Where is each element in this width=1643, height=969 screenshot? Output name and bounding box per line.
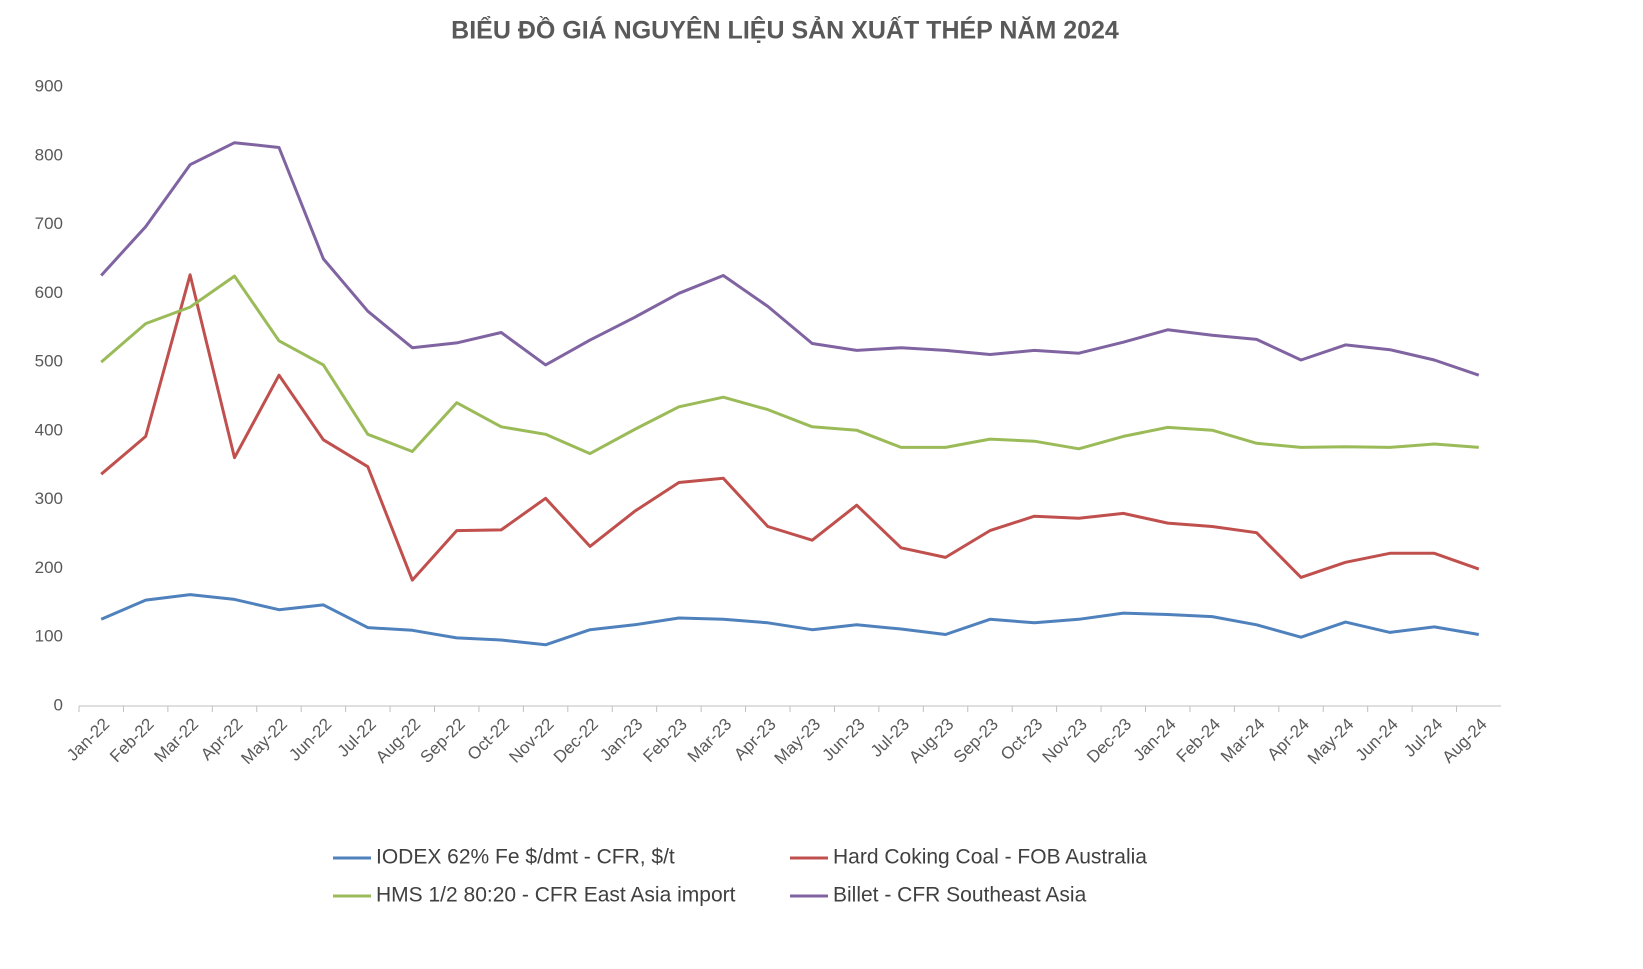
x-tick-label: Aug-23: [905, 715, 957, 767]
series-line: [100, 593, 1480, 647]
series-line: [100, 141, 1480, 377]
x-tick-label: Nov-22: [505, 715, 557, 767]
x-tick-label: Dec-23: [1083, 715, 1135, 767]
x-tick-label: Oct-22: [464, 715, 514, 765]
x-tick-label: Feb-24: [1173, 715, 1225, 767]
x-tick-label: Dec-22: [550, 715, 602, 767]
x-tick-label: May-22: [237, 715, 291, 769]
series-line: [100, 273, 1480, 582]
x-tick-label: Oct-23: [997, 715, 1047, 765]
y-tick-label: 200: [35, 558, 63, 577]
y-tick-label: 300: [35, 489, 63, 508]
y-tick-label: 0: [54, 695, 63, 714]
x-tick-label: Jan-24: [1130, 715, 1180, 765]
x-tick-label: Jan-22: [63, 715, 113, 765]
x-tick-label: Sep-22: [417, 715, 469, 767]
x-tick-label: Nov-23: [1039, 715, 1091, 767]
x-tick-label: Jun-24: [1352, 715, 1402, 765]
x-tick-label: Sep-23: [950, 715, 1002, 767]
y-tick-label: 700: [35, 214, 63, 233]
x-tick-label: Jun-22: [285, 715, 335, 765]
legend-label: IODEX 62% Fe $/dmt - CFR, $/t: [376, 846, 675, 869]
x-tick-label: Jan-23: [596, 715, 646, 765]
chart-title: BIỂU ĐỒ GIÁ NGUYÊN LIỆU SẢN XUẤT THÉP NĂ…: [451, 15, 1119, 45]
y-tick-label: 600: [35, 283, 63, 302]
x-tick-label: Mar-23: [684, 715, 736, 767]
y-tick-label: 400: [35, 420, 63, 439]
legend-label: Hard Coking Coal - FOB Australia: [833, 846, 1147, 869]
x-tick-label: Feb-22: [106, 715, 158, 767]
x-tick-label: Aug-22: [372, 715, 424, 767]
y-tick-label: 500: [35, 352, 63, 371]
y-tick-label: 800: [35, 145, 63, 164]
y-tick-label: 100: [35, 627, 63, 646]
x-tick-label: May-24: [1304, 715, 1358, 769]
x-tick-label: Aug-24: [1439, 715, 1491, 767]
x-tick-label: Jun-23: [818, 715, 868, 765]
x-tick-label: Feb-23: [639, 715, 691, 767]
series-line: [100, 274, 1479, 456]
x-tick-label: May-23: [771, 715, 825, 769]
legend-label: Billet - CFR Southeast Asia: [833, 884, 1087, 907]
y-tick-label: 900: [35, 76, 63, 95]
legend-label: HMS 1/2 80:20 - CFR East Asia import: [376, 884, 736, 907]
x-tick-label: Mar-22: [151, 715, 203, 767]
x-tick-label: Mar-24: [1217, 715, 1269, 767]
